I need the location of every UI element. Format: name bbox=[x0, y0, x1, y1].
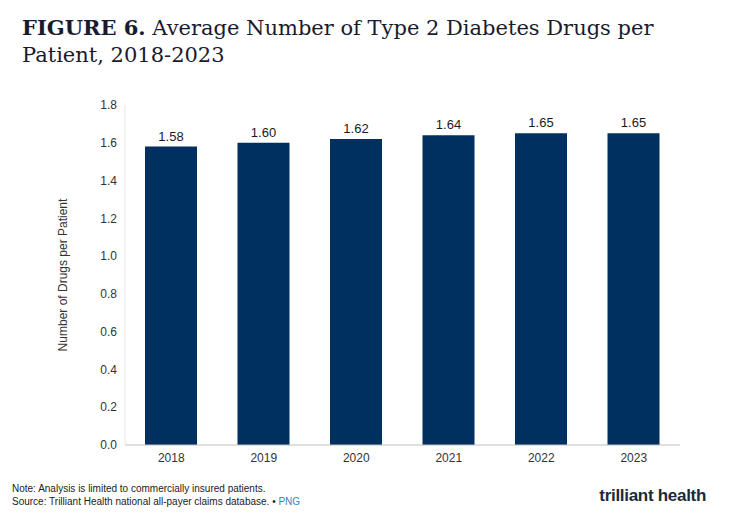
svg-text:1.62: 1.62 bbox=[343, 121, 368, 136]
svg-text:1.65: 1.65 bbox=[621, 115, 646, 130]
svg-text:1.0: 1.0 bbox=[100, 249, 117, 263]
svg-text:0.8: 0.8 bbox=[100, 287, 117, 301]
svg-text:0.2: 0.2 bbox=[100, 400, 117, 414]
svg-text:1.6: 1.6 bbox=[100, 136, 117, 150]
svg-text:1.58: 1.58 bbox=[158, 129, 183, 144]
svg-text:2020: 2020 bbox=[343, 451, 370, 465]
svg-text:0.6: 0.6 bbox=[100, 325, 117, 339]
html-text:FIGURE 6. Average Number of Ty: FIGURE 6. Average Number of Type 2 Diabe… bbox=[22, 15, 654, 67]
svg-text:2022: 2022 bbox=[528, 451, 555, 465]
svg-text:2019: 2019 bbox=[250, 451, 277, 465]
svg-text:0.0: 0.0 bbox=[100, 438, 117, 452]
svg-text:1.65: 1.65 bbox=[528, 115, 553, 130]
svg-text:1.64: 1.64 bbox=[436, 117, 461, 132]
svg-text:0.4: 0.4 bbox=[100, 363, 117, 377]
svg-text:2023: 2023 bbox=[620, 451, 647, 465]
html-text:Note: Analysis is limited to c: Note: Analysis is limited to commerciall… bbox=[12, 483, 266, 494]
html-text:Source: Trilliant Health natio: Source: Trilliant Health national all-pa… bbox=[12, 496, 301, 507]
svg-text:1.60: 1.60 bbox=[251, 125, 276, 140]
svg-text:2018: 2018 bbox=[158, 451, 185, 465]
svg-text:Number of Drugs per Patient: Number of Drugs per Patient bbox=[56, 198, 70, 351]
html-text:trilliant health: trilliant health bbox=[599, 486, 706, 505]
svg-text:1.2: 1.2 bbox=[100, 212, 117, 226]
svg-text:1.8: 1.8 bbox=[100, 98, 117, 112]
svg-text:1.4: 1.4 bbox=[100, 174, 117, 188]
svg-text:2021: 2021 bbox=[435, 451, 462, 465]
